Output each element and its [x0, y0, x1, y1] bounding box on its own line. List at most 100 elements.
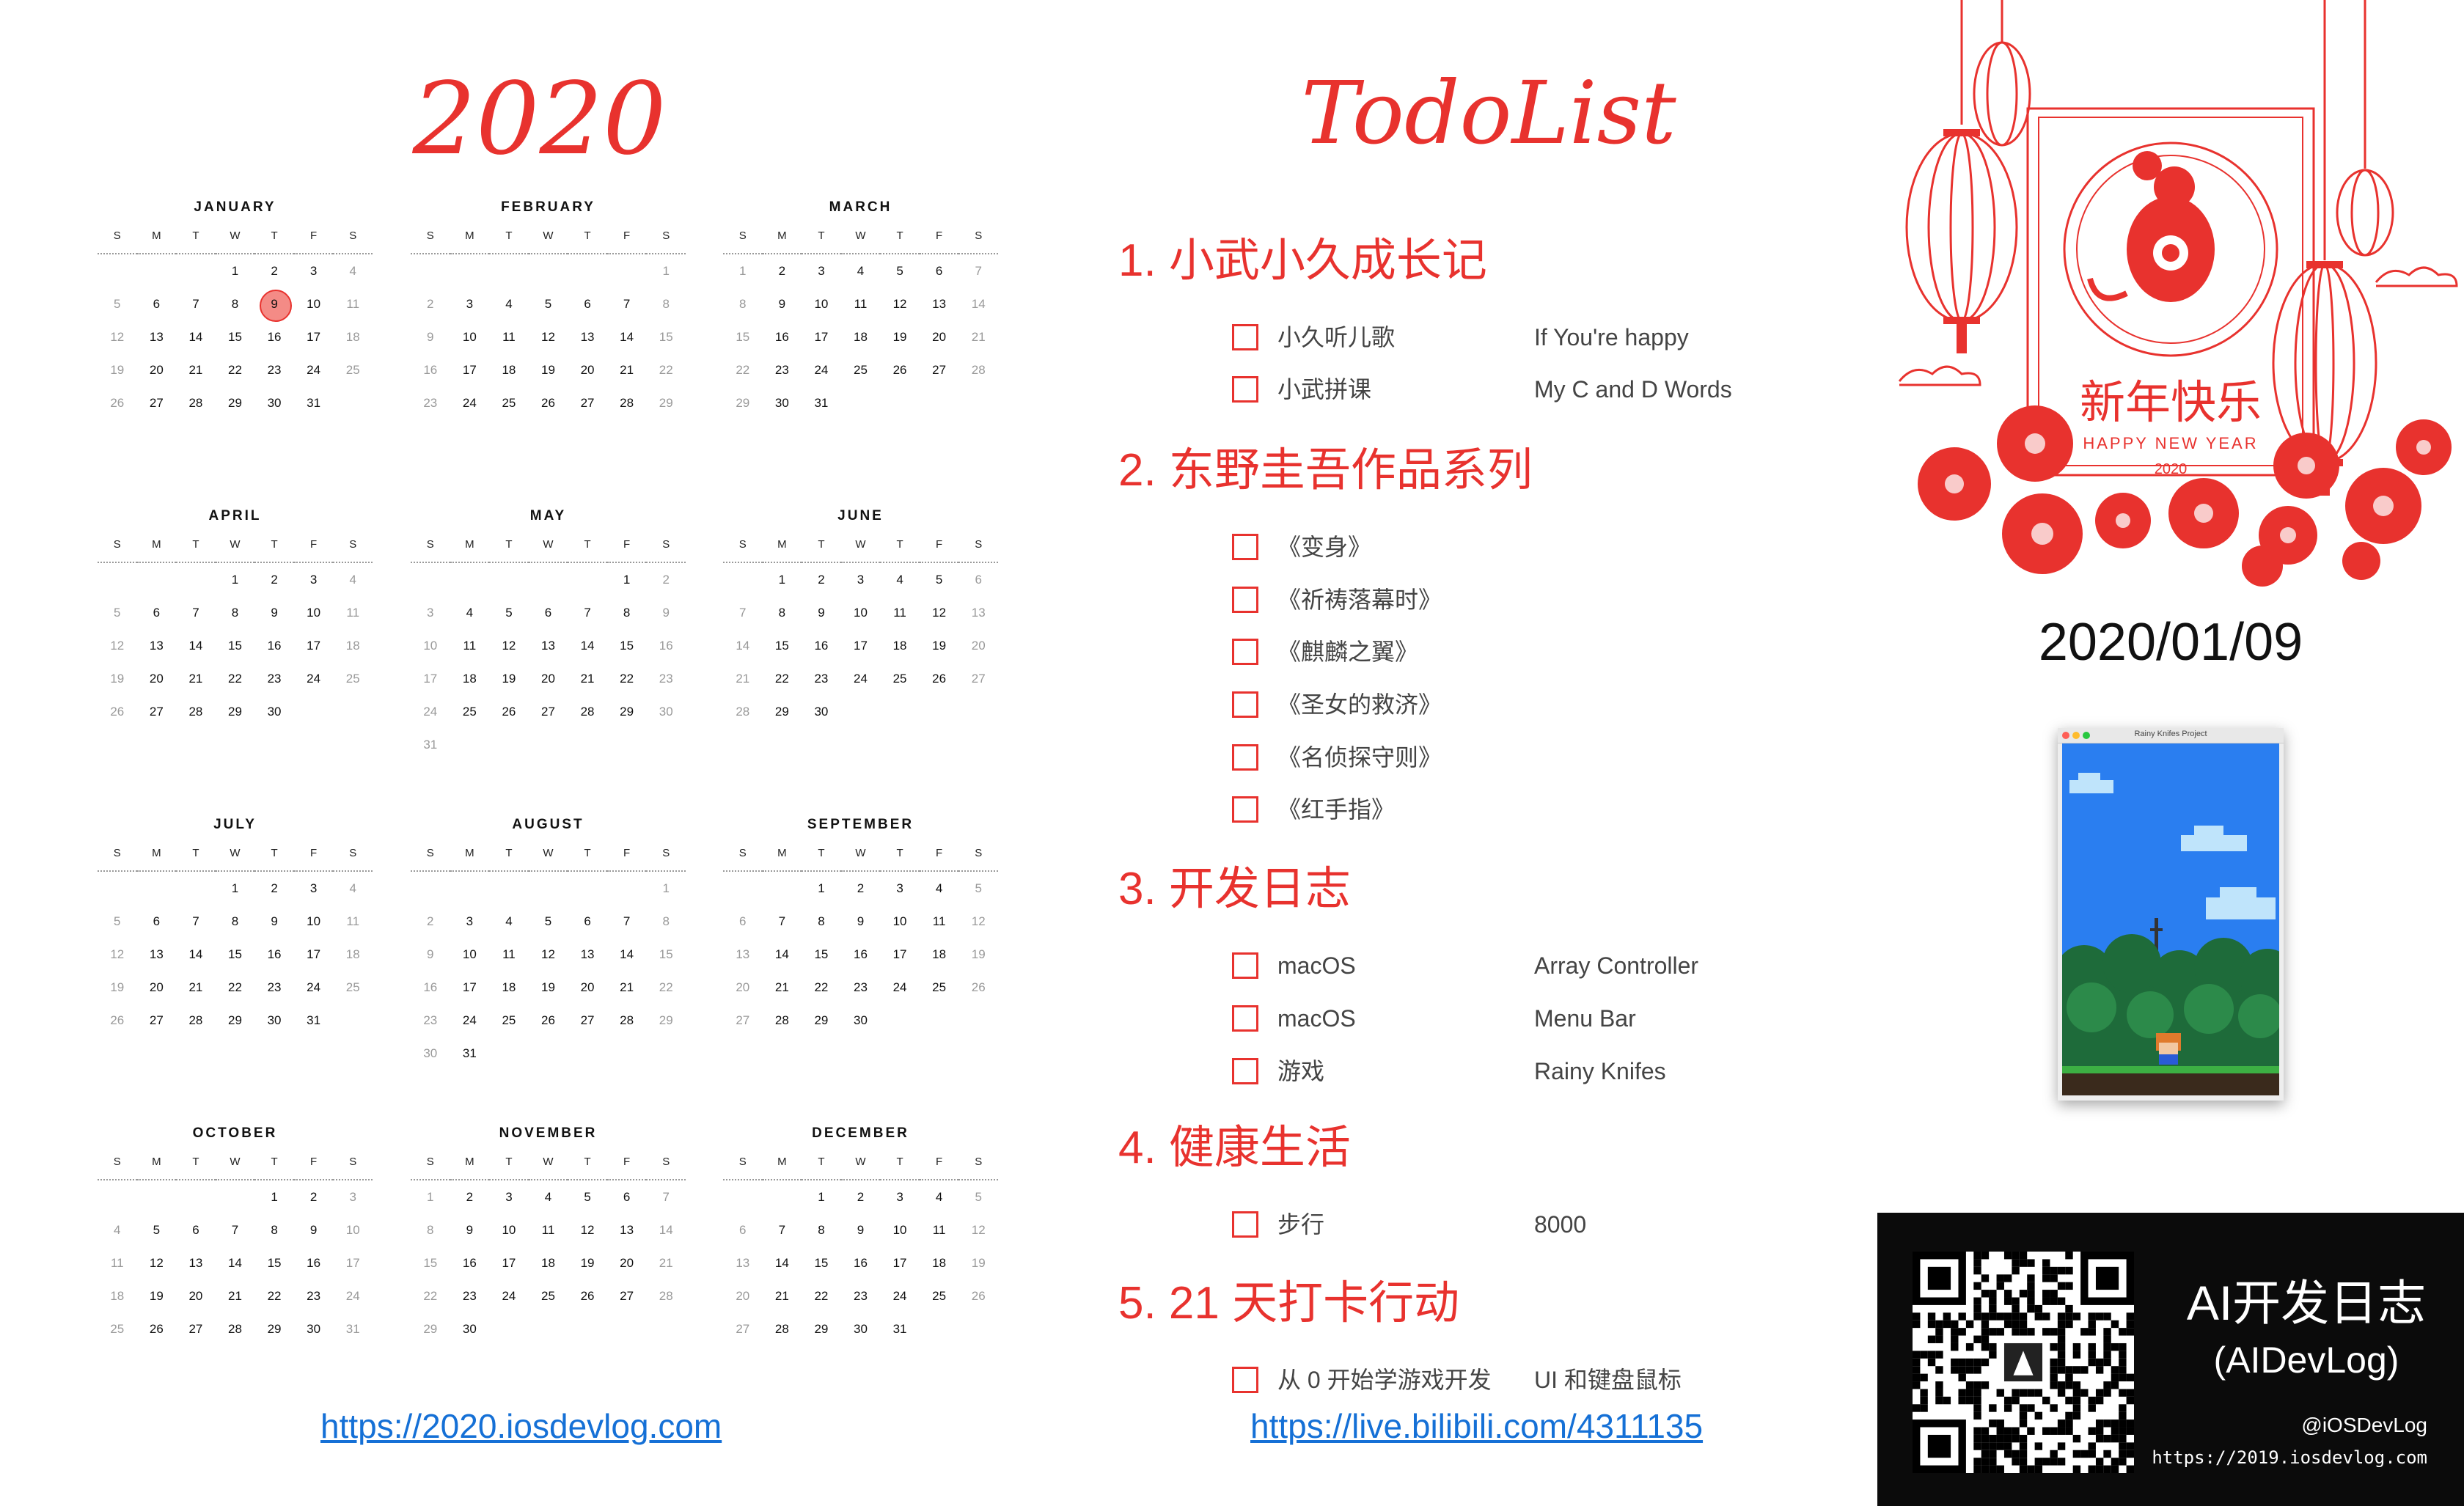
day-cell[interactable]: 27 — [736, 1322, 750, 1336]
day-cell[interactable]: 15 — [814, 1256, 829, 1270]
day-cell[interactable]: 14 — [188, 639, 203, 653]
day-cell[interactable]: 17 — [307, 947, 321, 961]
day-cell[interactable]: 20 — [149, 672, 164, 686]
day-cell[interactable]: 7 — [192, 297, 199, 311]
day-cell[interactable]: 30 — [854, 1013, 868, 1027]
day-cell[interactable]: 14 — [188, 947, 203, 961]
day-cell[interactable]: 12 — [149, 1256, 164, 1270]
day-cell[interactable]: 8 — [818, 1223, 825, 1237]
day-cell[interactable]: 9 — [309, 1223, 318, 1237]
day-cell[interactable]: 21 — [620, 980, 634, 994]
day-cell[interactable]: 6 — [623, 1190, 631, 1204]
day-cell[interactable]: 10 — [307, 297, 321, 311]
day-cell[interactable]: 25 — [345, 363, 360, 377]
day-cell[interactable]: 15 — [423, 1256, 438, 1270]
day-cell[interactable]: 26 — [110, 1013, 125, 1027]
day-cell[interactable]: 21 — [736, 672, 750, 686]
day-cell[interactable]: 17 — [854, 639, 868, 653]
day-cell[interactable]: 23 — [854, 980, 868, 994]
window-minimize-button[interactable] — [2072, 732, 2080, 739]
day-cell[interactable]: 26 — [541, 396, 555, 410]
day-cell[interactable]: 20 — [736, 980, 750, 994]
day-cell[interactable]: 10 — [892, 914, 907, 928]
todo-checkbox[interactable] — [1232, 534, 1258, 560]
todo-checkbox[interactable] — [1232, 1058, 1258, 1084]
day-cell[interactable]: 16 — [267, 947, 282, 961]
day-cell[interactable]: 26 — [541, 1013, 555, 1027]
day-cell[interactable]: 27 — [149, 1013, 164, 1027]
day-cell[interactable]: 19 — [971, 1256, 986, 1270]
day-cell[interactable]: 25 — [345, 980, 360, 994]
day-cell[interactable]: 12 — [541, 330, 555, 344]
day-cell[interactable]: 12 — [971, 1223, 986, 1237]
day-cell[interactable]: 4 — [466, 606, 474, 620]
day-cell[interactable]: 25 — [110, 1322, 125, 1336]
day-cell[interactable]: 24 — [462, 1013, 477, 1027]
todo-checkbox[interactable] — [1232, 744, 1258, 771]
day-cell[interactable]: 29 — [659, 396, 673, 410]
day-cell[interactable]: 23 — [659, 672, 673, 686]
day-cell[interactable]: 18 — [932, 1256, 947, 1270]
window-zoom-button[interactable] — [2083, 732, 2090, 739]
day-cell[interactable]: 30 — [659, 705, 673, 719]
day-cell[interactable]: 1 — [662, 264, 670, 278]
day-cell[interactable]: 28 — [620, 396, 634, 410]
day-cell[interactable]: 11 — [932, 914, 946, 928]
day-cell[interactable]: 7 — [662, 1190, 670, 1204]
day-cell[interactable]: 13 — [149, 639, 164, 653]
day-cell[interactable]: 30 — [814, 705, 829, 719]
day-cell[interactable]: 5 — [505, 606, 513, 620]
day-cell[interactable]: 29 — [774, 705, 789, 719]
day-cell[interactable]: 27 — [580, 1013, 595, 1027]
day-cell[interactable]: 14 — [736, 639, 750, 653]
day-cell[interactable]: 6 — [153, 914, 161, 928]
day-cell[interactable]: 1 — [818, 881, 825, 895]
day-cell[interactable]: 16 — [854, 1256, 868, 1270]
day-cell[interactable]: 4 — [349, 264, 356, 278]
day-cell[interactable]: 3 — [349, 1190, 356, 1204]
day-cell[interactable]: 26 — [971, 980, 986, 994]
day-cell[interactable]: 19 — [502, 672, 516, 686]
day-cell[interactable]: 15 — [228, 639, 242, 653]
day-cell[interactable]: 20 — [149, 980, 164, 994]
day-cell[interactable]: 28 — [228, 1322, 242, 1336]
day-cell[interactable]: 15 — [774, 639, 789, 653]
day-cell[interactable]: 31 — [892, 1322, 907, 1336]
day-cell[interactable]: 7 — [584, 606, 591, 620]
day-cell[interactable]: 12 — [580, 1223, 595, 1237]
day-cell[interactable]: 22 — [814, 1289, 829, 1303]
day-cell[interactable]: 7 — [231, 1223, 239, 1237]
day-cell[interactable]: 23 — [267, 672, 282, 686]
day-cell[interactable]: 21 — [659, 1256, 673, 1270]
day-cell[interactable]: 20 — [932, 330, 947, 344]
day-cell[interactable]: 18 — [502, 363, 516, 377]
day-cell[interactable]: 7 — [192, 606, 199, 620]
day-cell[interactable]: 24 — [345, 1289, 360, 1303]
day-cell[interactable]: 21 — [971, 330, 986, 344]
day-cell[interactable]: 3 — [466, 297, 474, 311]
todo-checkbox[interactable] — [1232, 376, 1258, 403]
day-cell[interactable]: 22 — [736, 363, 750, 377]
day-cell[interactable]: 15 — [659, 330, 673, 344]
day-cell[interactable]: 14 — [228, 1256, 242, 1270]
day-cell[interactable]: 26 — [892, 363, 907, 377]
day-cell[interactable]: 29 — [814, 1013, 829, 1027]
day-cell[interactable]: 27 — [149, 396, 164, 410]
day-cell[interactable]: 9 — [427, 947, 434, 961]
day-cell[interactable]: 5 — [153, 1223, 161, 1237]
day-cell[interactable]: 11 — [346, 297, 360, 311]
day-cell[interactable]: 15 — [620, 639, 634, 653]
day-cell[interactable]: 13 — [188, 1256, 203, 1270]
day-cell[interactable]: 17 — [892, 947, 907, 961]
day-cell[interactable]: 5 — [584, 1190, 591, 1204]
day-cell[interactable]: 5 — [114, 914, 121, 928]
day-cell[interactable]: 12 — [502, 639, 516, 653]
day-cell[interactable]: 27 — [541, 705, 555, 719]
day-cell[interactable]: 1 — [231, 573, 239, 587]
day-cell[interactable]: 4 — [505, 914, 513, 928]
day-cell[interactable]: 17 — [892, 1256, 907, 1270]
day-cell[interactable]: 19 — [110, 672, 125, 686]
day-cell[interactable]: 10 — [423, 639, 438, 653]
day-cell[interactable]: 30 — [854, 1322, 868, 1336]
day-cell[interactable]: 26 — [580, 1289, 595, 1303]
